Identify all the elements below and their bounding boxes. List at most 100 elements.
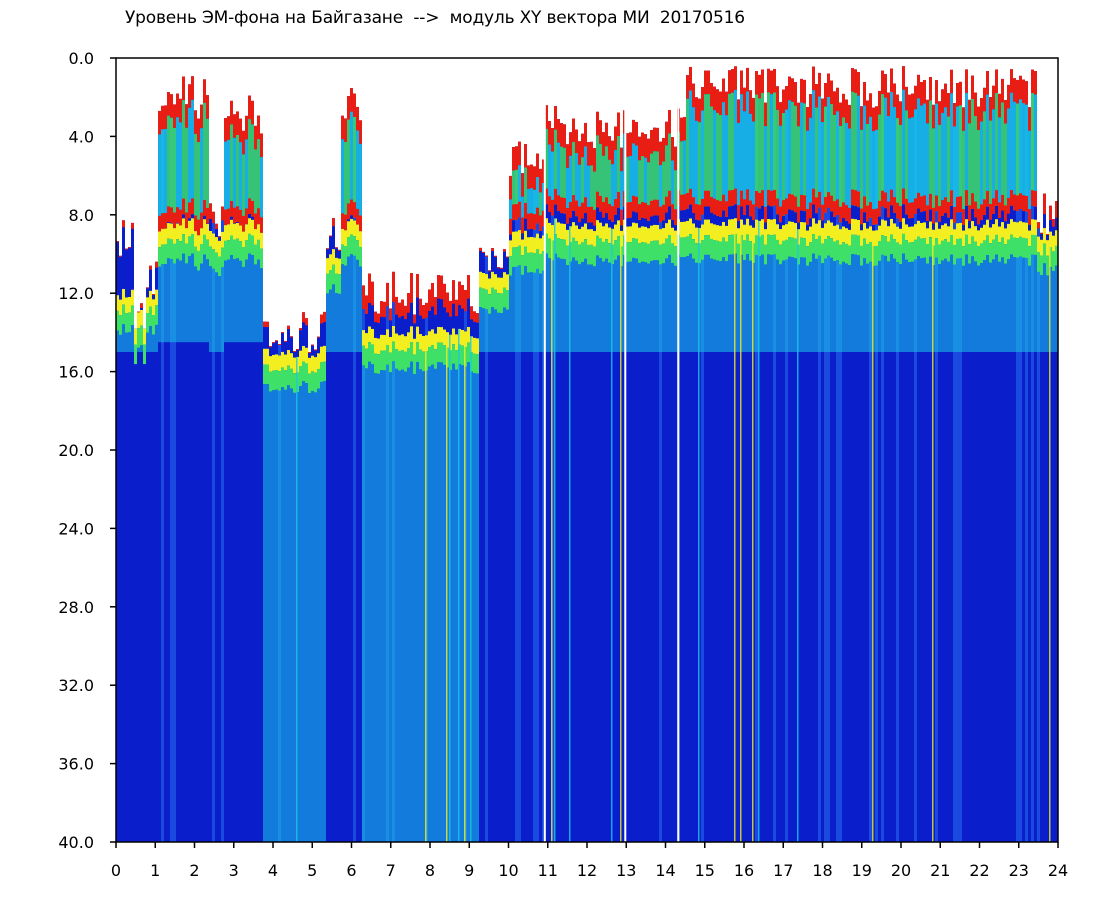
heat-column [374, 311, 377, 842]
heat-column [584, 122, 587, 843]
heat-column [305, 318, 308, 842]
heat-column [995, 69, 998, 843]
heat-column [629, 132, 632, 842]
heat-column [1013, 78, 1016, 842]
heat-column [791, 78, 794, 842]
heat-column [719, 91, 722, 842]
heat-column [254, 125, 257, 843]
heat-column [710, 82, 713, 842]
heat-column [266, 321, 269, 842]
heat-column [200, 104, 203, 842]
heat-column [257, 115, 260, 843]
heat-column [527, 165, 530, 842]
heat-column [488, 270, 491, 842]
x-tick-label: 16 [734, 861, 754, 880]
heat-column [491, 248, 494, 843]
heat-column [686, 75, 689, 843]
heat-column [941, 89, 944, 842]
heat-column [440, 275, 443, 843]
heat-column [425, 302, 428, 842]
heat-column [179, 98, 182, 843]
heat-column [1031, 69, 1034, 842]
heat-column [362, 285, 365, 842]
heat-column [692, 83, 695, 843]
heat-column [452, 280, 455, 842]
heat-column [392, 271, 395, 842]
heat-column [494, 255, 497, 843]
y-tick-label: 12.0 [58, 284, 94, 303]
heat-column [587, 142, 590, 842]
heat-column [758, 74, 761, 843]
heat-column [287, 325, 290, 843]
heat-column [566, 144, 569, 842]
heat-column [485, 255, 488, 842]
heat-column [302, 312, 305, 843]
heat-column [926, 99, 929, 843]
heat-column [422, 305, 425, 842]
heat-column [209, 203, 212, 842]
heat-column [665, 121, 668, 842]
heat-column [935, 80, 938, 842]
heat-column [872, 107, 875, 843]
heat-column [1052, 219, 1055, 842]
heat-column [554, 106, 557, 843]
x-tick-label: 15 [695, 861, 715, 880]
gap-line [677, 58, 680, 842]
heat-column [161, 105, 164, 842]
heat-column [122, 220, 125, 842]
y-tick-label: 16.0 [58, 363, 94, 382]
x-tick-label: 11 [538, 861, 558, 880]
heat-column [410, 273, 413, 843]
y-tick-label: 4.0 [69, 127, 94, 146]
heat-column [746, 67, 749, 842]
heat-column [359, 120, 362, 842]
heat-column [809, 94, 812, 842]
heat-column [500, 267, 503, 842]
heat-column [437, 275, 440, 842]
heat-column [458, 281, 461, 843]
heat-column [875, 106, 878, 843]
heat-column [824, 83, 827, 843]
heat-column [353, 93, 356, 842]
heat-column [380, 301, 383, 843]
heat-column [293, 350, 296, 842]
x-tick-label: 5 [307, 861, 317, 880]
heat-column [377, 313, 380, 842]
heat-column [1019, 75, 1022, 842]
heat-column [797, 102, 800, 843]
heat-column [740, 70, 743, 843]
heat-column [137, 311, 140, 843]
heat-column [449, 300, 452, 842]
heat-column [173, 104, 176, 842]
heat-column [767, 68, 770, 842]
x-tick-label: 21 [930, 861, 950, 880]
heat-column [215, 223, 218, 843]
heat-column [455, 299, 458, 842]
heat-column [317, 336, 320, 842]
heat-column [284, 340, 287, 842]
x-tick-label: 24 [1048, 861, 1068, 880]
heat-column [245, 115, 248, 842]
heat-column [569, 132, 572, 842]
heat-column [1040, 232, 1043, 842]
heat-column [338, 249, 341, 842]
heat-column [194, 110, 197, 843]
heat-column [227, 116, 230, 843]
heat-column [416, 273, 419, 843]
heat-column [206, 95, 209, 842]
heat-column [839, 102, 842, 842]
heat-column [278, 344, 281, 842]
heat-column [980, 97, 983, 842]
heat-column [431, 282, 434, 842]
heat-column [275, 340, 278, 842]
x-tick-label: 23 [1009, 861, 1029, 880]
heat-column [608, 136, 611, 843]
heat-column [911, 93, 914, 843]
heat-column [143, 328, 146, 843]
heat-column [914, 85, 917, 843]
heat-column [932, 104, 935, 843]
heat-column [224, 118, 227, 842]
heat-column [788, 76, 791, 842]
heat-column [599, 120, 602, 842]
